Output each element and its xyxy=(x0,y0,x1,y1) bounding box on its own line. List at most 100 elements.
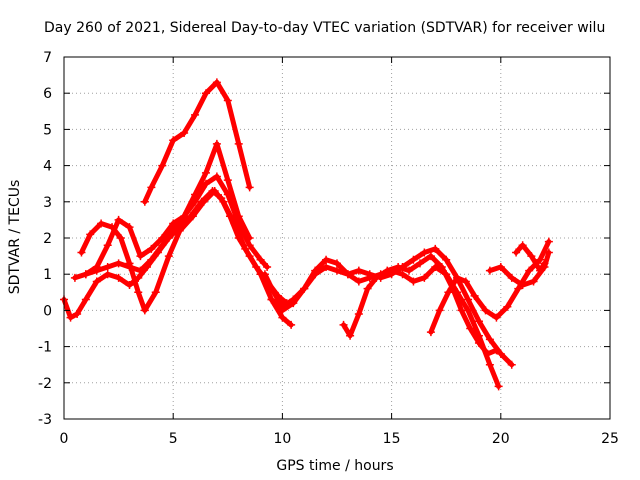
y-tick-label: 7 xyxy=(43,50,52,66)
data-point-marker xyxy=(343,270,352,279)
data-point-marker xyxy=(527,252,536,261)
series-pass-11 xyxy=(512,241,549,275)
x-tick-label: 0 xyxy=(60,431,69,447)
data-point-marker xyxy=(234,212,243,221)
data-point-marker xyxy=(494,382,503,391)
y-tick-label: 1 xyxy=(43,267,52,283)
data-point-marker xyxy=(540,259,549,268)
data-point-marker xyxy=(536,266,545,275)
data-point-marker xyxy=(415,259,424,268)
data-point-marker xyxy=(333,266,341,275)
data-point-marker xyxy=(383,266,392,275)
y-tick-label: 0 xyxy=(43,303,52,319)
data-point-marker xyxy=(136,266,145,275)
data-point-marker xyxy=(212,139,221,148)
data-point-marker xyxy=(444,288,453,297)
data-point-marker xyxy=(245,183,254,192)
data-point-marker xyxy=(322,262,331,271)
data-point-marker xyxy=(260,270,269,279)
data-point-marker xyxy=(188,212,197,221)
data-point-marker xyxy=(311,266,320,275)
data-point-marker xyxy=(435,306,444,315)
data-point-marker xyxy=(151,288,160,297)
series-pass-5 xyxy=(140,78,254,206)
data-point-marker xyxy=(180,129,189,138)
data-point-marker xyxy=(470,291,479,300)
x-axis-title: GPS time / hours xyxy=(276,458,393,474)
series-line xyxy=(83,141,253,277)
data-point-marker xyxy=(354,277,363,286)
data-point-marker xyxy=(420,273,429,282)
data-point-marker xyxy=(114,215,123,224)
data-point-marker xyxy=(431,244,440,253)
data-point-marker xyxy=(409,277,418,286)
data-point-marker xyxy=(453,273,462,282)
x-tick-label: 25 xyxy=(601,431,619,447)
data-point-marker xyxy=(518,241,527,250)
data-point-marker xyxy=(223,96,232,105)
tick-labels: 0 5 10 15 20 25 -3 -2 -1 0 1 2 3 4 5 6 7 xyxy=(38,50,619,447)
grid xyxy=(64,57,610,419)
data-point-marker xyxy=(125,223,134,232)
data-point-marker xyxy=(278,306,287,315)
data-point-marker xyxy=(544,237,553,246)
data-point-marker xyxy=(77,248,86,257)
data-point-marker xyxy=(492,313,501,322)
data-point-marker xyxy=(92,262,101,271)
data-point-marker xyxy=(81,295,90,304)
x-tick-label: 15 xyxy=(383,431,401,447)
data-point-marker xyxy=(426,328,435,337)
data-point-marker xyxy=(73,310,82,319)
data-point-marker xyxy=(485,266,494,275)
data-point-marker xyxy=(503,302,512,311)
x-tick-label: 10 xyxy=(273,431,291,447)
data-point-marker xyxy=(426,252,435,261)
data-point-marker xyxy=(339,320,348,329)
series-line xyxy=(262,246,515,368)
ticks xyxy=(63,56,611,420)
data-point-marker xyxy=(103,262,112,271)
data-point-marker xyxy=(322,255,331,264)
data-point-marker xyxy=(483,349,492,358)
data-point-marker xyxy=(140,197,149,206)
data-point-marker xyxy=(457,306,466,315)
chart-title: Day 260 of 2021, Sidereal Day-to-day VTE… xyxy=(44,20,605,36)
data-point-marker xyxy=(372,273,381,282)
data-point-marker xyxy=(529,277,538,286)
data-point-marker xyxy=(263,262,272,271)
data-point-marker xyxy=(437,262,446,271)
data-point-marker xyxy=(245,241,254,250)
data-point-marker xyxy=(492,346,501,355)
data-point-marker xyxy=(252,262,261,271)
data-point-marker xyxy=(86,230,95,239)
data-point-marker xyxy=(180,212,189,221)
data-point-marker xyxy=(191,110,200,119)
data-point-marker xyxy=(287,320,296,329)
series-pass-8 xyxy=(339,252,501,358)
data-point-marker xyxy=(346,331,355,340)
series-layer xyxy=(60,78,553,391)
data-point-marker xyxy=(169,219,178,228)
data-point-marker xyxy=(394,262,403,271)
data-point-marker xyxy=(164,252,173,261)
data-point-marker xyxy=(234,139,243,148)
data-point-marker xyxy=(147,183,156,192)
x-tick-label: 5 xyxy=(169,431,178,447)
data-point-marker xyxy=(70,273,79,282)
data-point-marker xyxy=(507,273,516,282)
data-point-marker xyxy=(97,219,106,228)
x-tick-label: 20 xyxy=(492,431,510,447)
data-point-marker xyxy=(219,197,228,206)
data-point-marker xyxy=(289,299,298,308)
data-point-marker xyxy=(278,313,287,322)
data-point-marker xyxy=(241,244,250,253)
data-point-marker xyxy=(363,284,372,293)
data-point-marker xyxy=(267,295,276,304)
data-point-marker xyxy=(420,248,429,257)
data-point-marker xyxy=(230,219,239,228)
data-point-marker xyxy=(147,244,156,253)
data-point-marker xyxy=(169,136,178,145)
data-point-marker xyxy=(442,255,451,264)
data-point-marker xyxy=(496,349,505,358)
data-point-marker xyxy=(116,234,125,242)
